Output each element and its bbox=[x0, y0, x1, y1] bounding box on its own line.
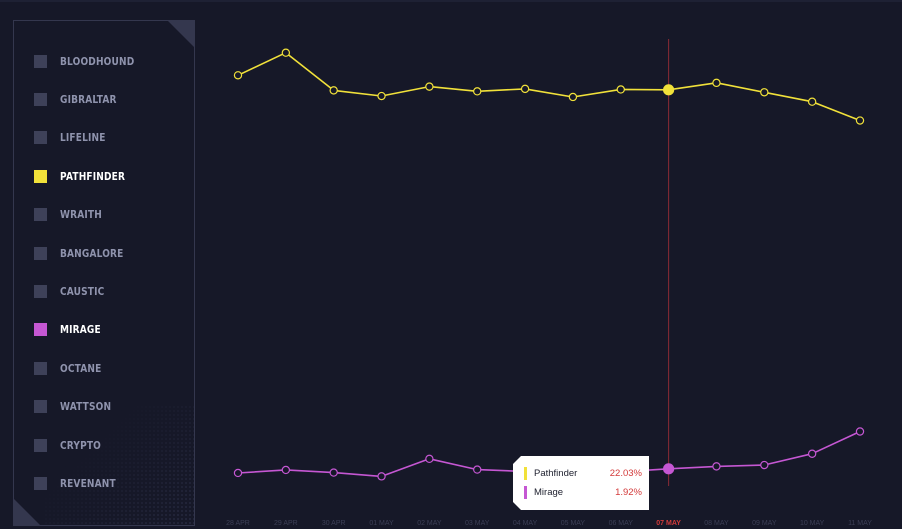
legend-label: MIRAGE bbox=[60, 323, 101, 337]
x-tick-label: 08 MAY bbox=[704, 520, 729, 527]
legend-item-pathfinder[interactable]: PATHFINDER bbox=[34, 168, 139, 184]
tooltip-series-value: 1.92% bbox=[615, 487, 642, 498]
legend-label: REVENANT bbox=[60, 476, 116, 490]
legend-swatch bbox=[34, 54, 47, 68]
legend-item-bangalore[interactable]: BANGALORE bbox=[34, 245, 137, 261]
x-tick-label: 28 APR bbox=[226, 520, 250, 527]
data-point-mirage bbox=[760, 460, 769, 470]
legend-item-octane[interactable]: OCTANE bbox=[34, 360, 111, 376]
data-point-mirage bbox=[425, 454, 434, 464]
tooltip-series-value: 22.03% bbox=[609, 468, 642, 479]
legend-swatch bbox=[34, 92, 47, 106]
legend-label: WATTSON bbox=[60, 400, 112, 414]
legend-item-lifeline[interactable]: LIFELINE bbox=[34, 130, 116, 146]
data-point-pathfinder bbox=[233, 71, 243, 80]
legend-label: PATHFINDER bbox=[60, 169, 126, 183]
legend-item-crypto[interactable]: CRYPTO bbox=[34, 437, 110, 453]
data-point-pathfinder bbox=[568, 92, 578, 102]
top-border bbox=[0, 0, 902, 2]
legend-label: BANGALORE bbox=[60, 246, 124, 260]
legend-item-revenant[interactable]: REVENANT bbox=[34, 475, 128, 491]
legend-label: OCTANE bbox=[60, 361, 102, 375]
data-point-pathfinder bbox=[712, 78, 721, 88]
data-point-mirage bbox=[855, 427, 865, 436]
legend-label: CAUSTIC bbox=[60, 284, 105, 298]
tooltip-series-name: Pathfinder bbox=[534, 468, 578, 479]
legend-swatch bbox=[34, 131, 47, 145]
data-point-pathfinder bbox=[281, 48, 291, 57]
data-point-mirage bbox=[712, 462, 721, 471]
legend-swatch bbox=[34, 438, 47, 452]
legend-swatch bbox=[34, 246, 47, 260]
panel-corner-bottom-left bbox=[13, 498, 41, 526]
legend-swatch bbox=[34, 476, 47, 490]
data-point-pathfinder bbox=[663, 84, 675, 96]
data-point-mirage bbox=[663, 463, 675, 475]
legend-item-wattson[interactable]: WATTSON bbox=[34, 399, 122, 415]
data-point-pathfinder bbox=[425, 82, 434, 91]
data-point-pathfinder bbox=[329, 86, 338, 95]
x-tick-label: 11 MAY bbox=[848, 520, 872, 527]
x-tick-label: 30 APR bbox=[322, 520, 346, 527]
tooltip: Pathfinder 22.03% Mirage 1.92% bbox=[513, 456, 649, 510]
x-tick-label: 09 MAY bbox=[752, 520, 777, 527]
series-line-pathfinder bbox=[237, 51, 861, 122]
legend-label: BLOODHOUND bbox=[60, 54, 135, 68]
legend-swatch bbox=[34, 400, 47, 414]
legend-item-bloodhound[interactable]: BLOODHOUND bbox=[34, 53, 151, 69]
legend-swatch bbox=[34, 169, 47, 183]
x-tick-label: 07 MAY bbox=[656, 520, 681, 527]
legend-item-gibraltar[interactable]: GIBRALTAR bbox=[34, 91, 129, 107]
x-tick-label: 10 MAY bbox=[800, 520, 825, 527]
legend-label: CRYPTO bbox=[60, 438, 102, 452]
legend-item-wraith[interactable]: WRAITH bbox=[34, 207, 111, 223]
tooltip-row-pathfinder: Pathfinder 22.03% bbox=[524, 467, 642, 481]
x-tick-label: 05 MAY bbox=[561, 520, 586, 527]
legend-label: LIFELINE bbox=[60, 131, 106, 145]
legend-swatch bbox=[34, 208, 47, 222]
legend-panel: BLOODHOUND GIBRALTAR LIFELINE PATHFINDER WRA… bbox=[13, 20, 195, 526]
legend-swatch bbox=[34, 361, 47, 375]
data-point-mirage bbox=[233, 468, 243, 478]
x-tick-label: 02 MAY bbox=[417, 520, 442, 527]
data-point-pathfinder bbox=[616, 85, 625, 94]
tooltip-swatch-pathfinder bbox=[524, 467, 527, 480]
data-point-pathfinder bbox=[473, 87, 482, 96]
data-point-pathfinder bbox=[377, 91, 386, 101]
panel-dot-pattern bbox=[44, 405, 194, 525]
x-tick-label: 01 MAY bbox=[369, 520, 394, 527]
x-tick-label: 29 APR bbox=[274, 520, 298, 527]
legend-label: WRAITH bbox=[60, 208, 102, 222]
data-point-mirage bbox=[473, 465, 482, 474]
legend-swatch bbox=[34, 323, 47, 337]
tooltip-swatch-mirage bbox=[524, 486, 527, 499]
data-point-mirage bbox=[377, 472, 386, 481]
x-tick-label: 03 MAY bbox=[465, 520, 490, 527]
legend-item-mirage[interactable]: MIRAGE bbox=[34, 322, 110, 338]
legend-item-caustic[interactable]: CAUSTIC bbox=[34, 283, 114, 299]
panel-corner-top-right bbox=[167, 20, 195, 48]
data-point-pathfinder bbox=[855, 116, 865, 125]
data-point-pathfinder bbox=[520, 84, 530, 94]
legend-swatch bbox=[34, 284, 47, 298]
tooltip-row-mirage: Mirage 1.92% bbox=[524, 486, 642, 500]
x-tick-label: 04 MAY bbox=[513, 520, 538, 527]
data-point-pathfinder bbox=[760, 88, 769, 97]
data-point-pathfinder bbox=[807, 97, 817, 106]
data-point-mirage bbox=[807, 449, 817, 458]
legend-label: GIBRALTAR bbox=[60, 92, 117, 106]
data-point-mirage bbox=[329, 468, 338, 477]
x-tick-label: 06 MAY bbox=[609, 520, 634, 527]
tooltip-series-name: Mirage bbox=[534, 487, 564, 498]
data-point-mirage bbox=[281, 465, 291, 475]
